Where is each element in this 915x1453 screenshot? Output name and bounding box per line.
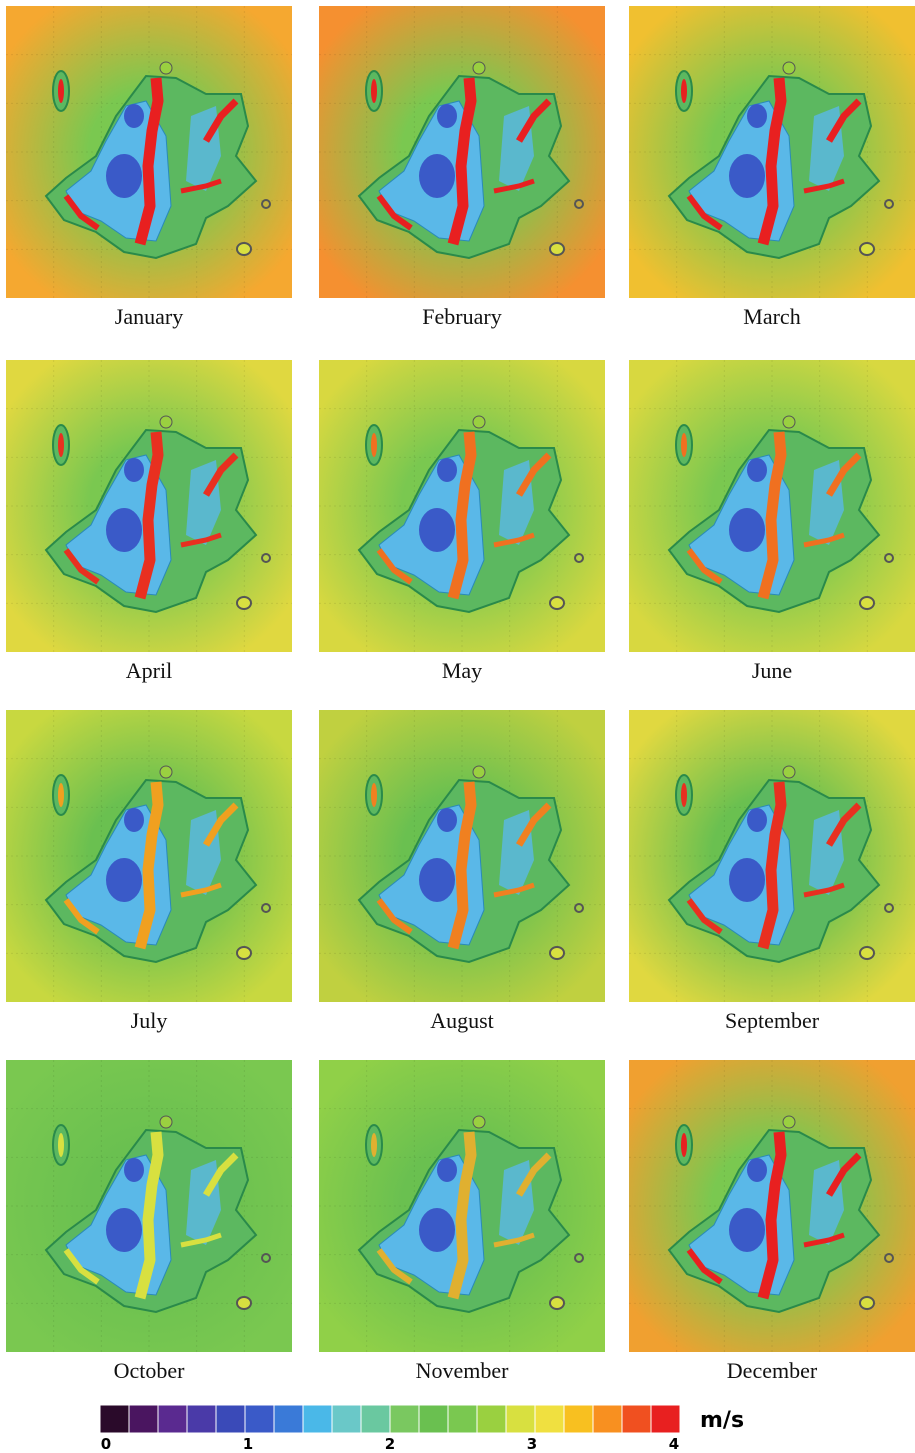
map-panel: November — [319, 1060, 605, 1383]
colorbar-tick-label: 0 — [101, 1435, 111, 1453]
month-label: March — [743, 304, 800, 329]
colorbar-swatch — [622, 1405, 651, 1433]
month-label: May — [442, 658, 482, 683]
colorbar-swatch — [506, 1405, 535, 1433]
colorbar-swatch — [448, 1405, 477, 1433]
map-panel: December — [629, 1060, 915, 1383]
colorbar-swatch — [274, 1405, 303, 1433]
map-panel: May — [319, 360, 605, 683]
map-panel: June — [629, 360, 915, 683]
month-label: February — [422, 304, 501, 329]
panel-grid: January February March April May June July Augu… — [6, 6, 915, 1383]
map-panel: August — [319, 710, 605, 1033]
colorbar-tick-label: 1 — [243, 1435, 253, 1453]
colorbar-tick-label: 4 — [669, 1435, 679, 1453]
colorbar-tick-label: 3 — [527, 1435, 537, 1453]
colorbar-swatch — [361, 1405, 390, 1433]
colorbar-swatch — [564, 1405, 593, 1433]
colorbar-swatch — [477, 1405, 506, 1433]
colorbar-swatch — [100, 1405, 129, 1433]
colorbar-swatch — [535, 1405, 564, 1433]
colorbar: 0 1 2 3 4 m/s — [100, 1405, 744, 1453]
map-panel: March — [629, 6, 915, 329]
figure: January February March April May June July Augu… — [0, 0, 915, 1453]
month-label: January — [115, 304, 183, 329]
month-label: December — [727, 1358, 818, 1383]
map-panel: October — [6, 1060, 292, 1383]
month-label: August — [430, 1008, 494, 1033]
map-panel: February — [319, 6, 605, 329]
colorbar-swatch — [303, 1405, 332, 1433]
month-label: September — [725, 1008, 820, 1033]
month-label: November — [416, 1358, 510, 1383]
map-panel: July — [6, 710, 292, 1033]
colorbar-swatch — [245, 1405, 274, 1433]
map-panel: April — [6, 360, 292, 683]
month-label: July — [131, 1008, 168, 1033]
colorbar-swatch — [419, 1405, 448, 1433]
month-label: October — [114, 1358, 186, 1383]
month-label: April — [126, 658, 172, 683]
colorbar-swatch — [216, 1405, 245, 1433]
map-panel: September — [629, 710, 915, 1033]
colorbar-swatch — [129, 1405, 158, 1433]
month-label: June — [752, 658, 792, 683]
colorbar-tick-label: 2 — [385, 1435, 395, 1453]
colorbar-swatch — [158, 1405, 187, 1433]
colorbar-swatch — [332, 1405, 361, 1433]
map-panel: January — [6, 6, 292, 329]
colorbar-swatch — [187, 1405, 216, 1433]
colorbar-unit: m/s — [700, 1408, 744, 1433]
colorbar-swatch — [390, 1405, 419, 1433]
colorbar-swatch — [651, 1405, 680, 1433]
colorbar-swatch — [593, 1405, 622, 1433]
